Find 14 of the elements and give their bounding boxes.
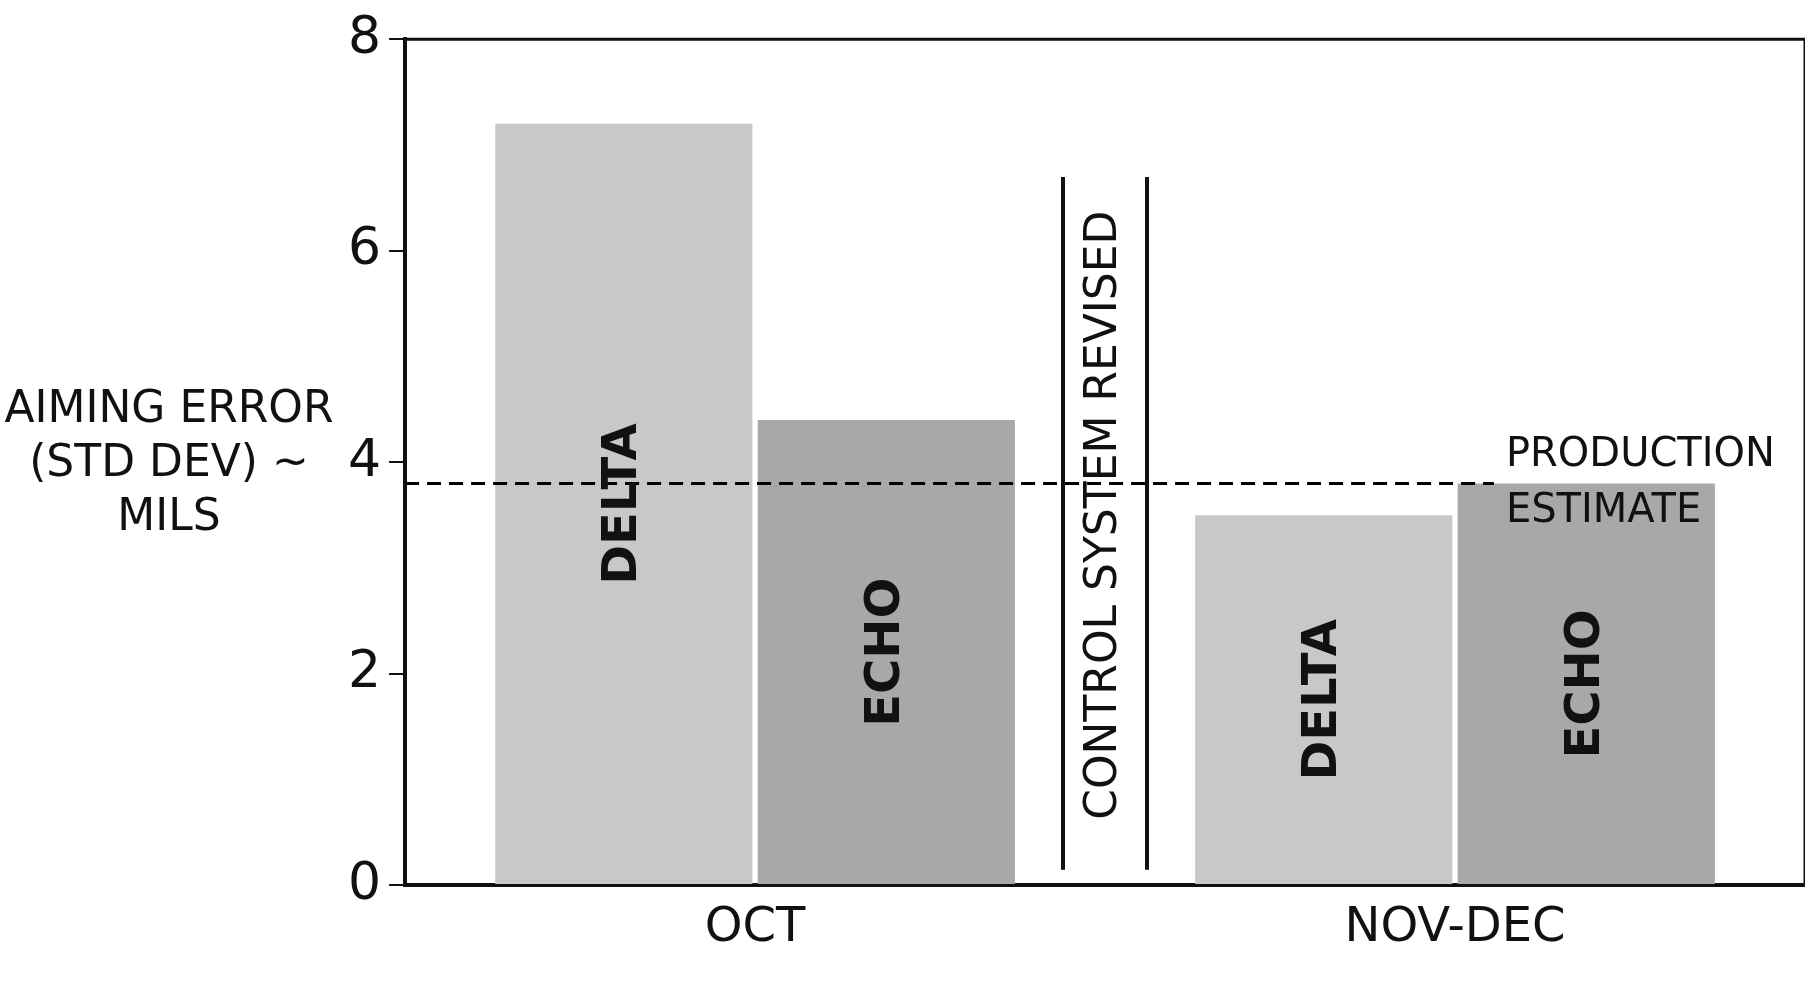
y-tick-label: 4: [347, 427, 382, 488]
text: ECHO: [1553, 609, 1610, 759]
x-tick-label: NOV-DEC: [1344, 895, 1566, 952]
text: DELTA: [591, 423, 648, 585]
y-axis-title: AIMING ERROR (STD DEV) ~ MILS: [4, 380, 334, 542]
x-tick-label: OCT: [704, 895, 807, 952]
y-tick-label: 6: [347, 216, 382, 277]
series-label: ECHO: [853, 577, 910, 727]
annotation: CONTROL SYSTEM REVISED: [1075, 210, 1127, 820]
y-tick-label: 0: [347, 850, 382, 911]
y-tick-label: 8: [347, 4, 382, 65]
y-tick-label: 2: [347, 639, 382, 700]
series-label: DELTA: [1291, 619, 1348, 781]
ref-line-label: PRODUCTION ESTIMATE: [1505, 428, 1775, 531]
